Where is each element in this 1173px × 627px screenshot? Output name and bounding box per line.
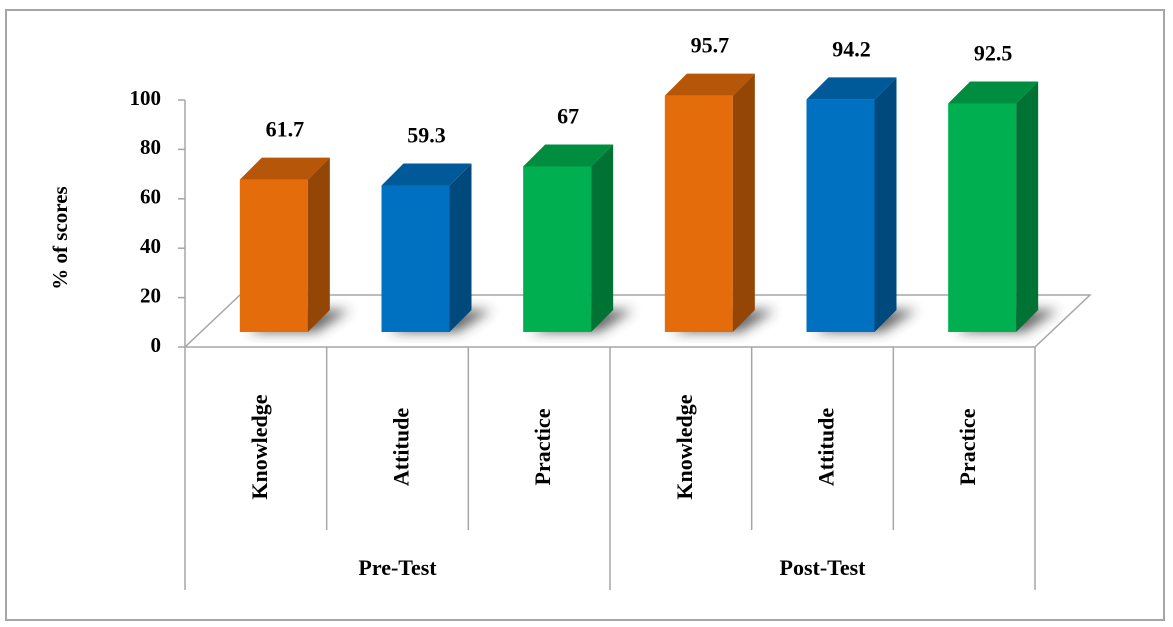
x-tick-label: Attitude — [814, 408, 839, 486]
x-tick-label: Attitude — [389, 408, 414, 486]
bar-side — [1016, 81, 1039, 333]
value-label: 95.7 — [691, 33, 730, 58]
bar-side — [874, 77, 897, 333]
value-label: 92.5 — [974, 41, 1013, 66]
bar — [948, 103, 1017, 333]
group-label: Pre-Test — [358, 555, 437, 580]
y-tick-label: 20 — [140, 283, 161, 307]
y-tick-label: 80 — [140, 135, 161, 159]
group-label: Post-Test — [780, 555, 867, 580]
value-label: 59.3 — [407, 123, 446, 148]
bar — [239, 179, 308, 332]
bar-top — [381, 163, 472, 186]
x-tick-label: Knowledge — [247, 394, 272, 499]
y-tick-label: 60 — [140, 185, 161, 209]
y-tick-label: 40 — [140, 234, 161, 258]
x-tick-label: Knowledge — [672, 394, 697, 499]
bar — [806, 99, 875, 333]
bar — [381, 185, 450, 332]
bar-top — [523, 144, 614, 167]
bar-side — [449, 163, 472, 332]
bar-side — [307, 157, 330, 332]
bar — [523, 166, 592, 332]
bar — [664, 95, 733, 332]
y-axis-label: % of scores — [48, 186, 72, 289]
bar-top — [239, 157, 330, 180]
bar-top — [664, 73, 755, 96]
bar-side — [591, 144, 614, 332]
y-tick-label: 100 — [130, 86, 162, 110]
value-label: 61.7 — [266, 117, 305, 142]
x-tick-label: Practice — [955, 408, 980, 485]
bar-top — [806, 77, 897, 100]
bar-side — [732, 73, 755, 332]
bar-top — [948, 81, 1039, 104]
x-tick-label: Practice — [530, 408, 555, 485]
y-tick-label: 0 — [151, 333, 162, 357]
value-label: 67 — [557, 104, 579, 129]
value-label: 94.2 — [832, 36, 871, 61]
